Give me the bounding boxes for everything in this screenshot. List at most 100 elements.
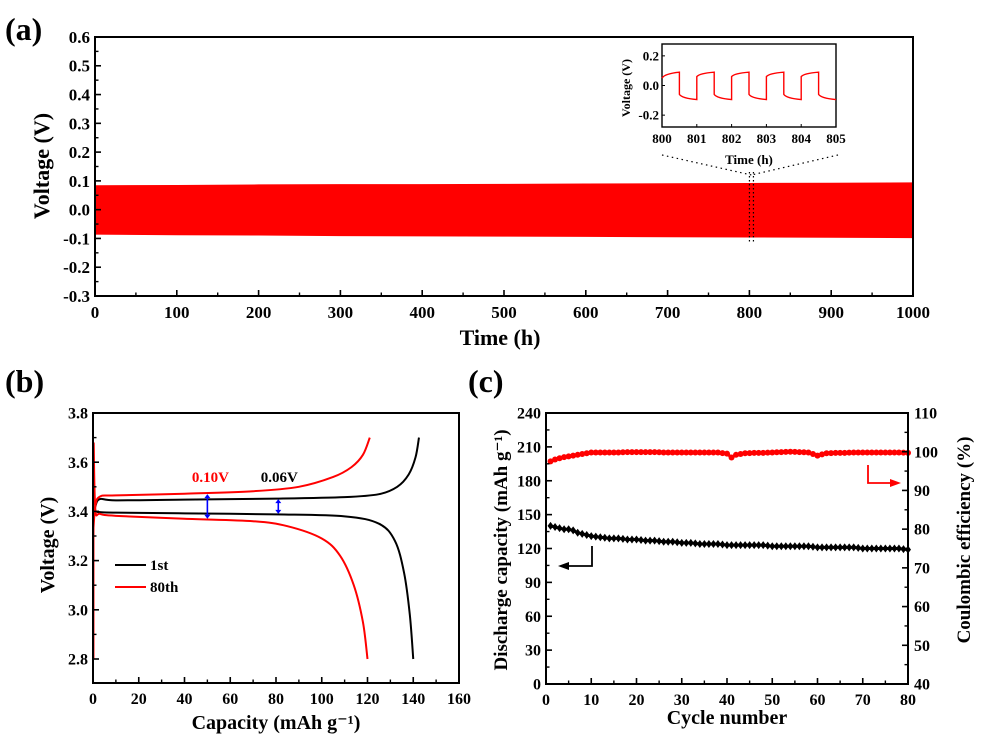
curve-80th-charge	[92, 437, 371, 537]
panel-c: (c) 0 10 20 30 40 50 60 70 80 0 30 60 90 120 150 180 210…	[468, 363, 975, 729]
capacity-marker	[886, 544, 893, 553]
y-axis-label-a: Voltage (V)	[29, 113, 54, 219]
efficiency-marker	[606, 449, 613, 456]
capacity-marker	[796, 542, 803, 551]
capacity-marker	[837, 543, 844, 552]
b-x-tick-label: 0	[89, 691, 97, 708]
efficiency-marker	[633, 449, 640, 456]
capacity-marker	[728, 541, 735, 550]
curve-1st-charge	[92, 437, 420, 517]
capacity-marker	[565, 525, 572, 534]
efficiency-marker	[855, 449, 862, 456]
y-axis-label-b: Voltage (V)	[37, 497, 59, 593]
a-y-tick-label: 0.6	[69, 28, 90, 47]
c-y-tick-label: 60	[525, 609, 541, 626]
efficiency-marker	[746, 450, 753, 457]
efficiency-marker	[674, 449, 681, 456]
capacity-marker	[669, 537, 676, 546]
gap-arrow-head-down-1	[275, 509, 282, 514]
capacity-marker	[760, 541, 767, 550]
efficiency-marker	[588, 449, 595, 456]
panel-label-c: (c)	[468, 363, 504, 399]
capacity-marker	[601, 533, 608, 542]
efficiency-marker	[583, 450, 590, 457]
efficiency-marker	[556, 455, 563, 462]
x-axis-label-a: Time (h)	[460, 325, 541, 350]
inset-x-tick-label: 800	[652, 131, 672, 146]
efficiency-marker	[619, 449, 626, 456]
panel-b: (b) 0 20 40 60 80 100 120 140 160 2.8 3.0 3.2 3.4 3.6…	[5, 363, 471, 734]
efficiency-marker	[701, 449, 708, 456]
efficiency-marker	[728, 454, 735, 461]
b-x-tick-label: 160	[447, 691, 471, 708]
efficiency-marker	[796, 449, 803, 456]
efficiency-marker	[773, 449, 780, 456]
inset-x-tick-label: 805	[826, 131, 846, 146]
a-y-tick-label: 0.2	[69, 143, 90, 162]
efficiency-marker	[868, 449, 875, 456]
efficiency-marker	[660, 449, 667, 456]
right-axis-indicator-line	[867, 465, 893, 484]
c-right-y-tick-label: 70	[914, 560, 930, 577]
capacity-marker	[859, 544, 866, 553]
capacity-marker	[855, 543, 862, 552]
inset-y-tick-label: -0.2	[638, 108, 659, 123]
efficiency-marker	[592, 449, 599, 456]
efficiency-marker	[800, 449, 807, 456]
c-x-tick-label: 40	[719, 692, 735, 709]
inset-x-tick-label: 803	[757, 131, 777, 146]
c-right-y-tick-label: 40	[914, 677, 930, 694]
efficiency-marker	[565, 453, 572, 460]
capacity-marker	[552, 523, 559, 532]
capacity-marker	[633, 535, 640, 544]
left-axis-arrow-icon	[558, 562, 569, 570]
c-x-tick-label: 70	[855, 692, 871, 709]
efficiency-marker	[724, 450, 730, 457]
curve-1st-discharge	[92, 510, 415, 660]
c-x-tick-label: 20	[629, 692, 645, 709]
efficiency-marker	[864, 449, 871, 456]
capacity-marker	[733, 541, 740, 550]
a-x-tick-label: 600	[573, 303, 599, 322]
capacity-marker	[737, 541, 744, 550]
capacity-marker	[819, 543, 826, 552]
efficiency-marker	[692, 449, 699, 456]
gap-arrow-head-up-1	[275, 499, 282, 504]
capacity-marker	[814, 543, 821, 552]
capacity-marker	[574, 528, 581, 537]
a-x-tick-label: 0	[91, 303, 100, 322]
capacity-marker	[624, 535, 631, 544]
capacity-marker	[570, 526, 577, 535]
capacity-marker	[891, 544, 898, 553]
b-x-tick-label: 80	[268, 691, 284, 708]
capacity-marker	[665, 537, 672, 546]
x-axis-label-c: Cycle number	[667, 707, 788, 729]
capacity-marker	[687, 538, 694, 547]
capacity-marker	[764, 541, 771, 550]
capacity-marker	[791, 542, 798, 551]
efficiency-marker	[552, 456, 559, 463]
a-y-tick-label: 0.0	[69, 201, 90, 220]
efficiency-marker	[665, 449, 672, 456]
capacity-marker	[547, 521, 554, 530]
capacity-marker	[828, 543, 835, 552]
efficiency-marker	[656, 449, 663, 456]
efficiency-marker	[805, 449, 812, 456]
capacity-marker	[850, 543, 857, 552]
a-x-tick-label: 200	[246, 303, 272, 322]
a-y-tick-label: -0.1	[63, 229, 90, 248]
efficiency-marker	[769, 449, 776, 456]
legend-label-1st: 1st	[150, 558, 168, 574]
b-y-tick-label: 3.6	[68, 455, 88, 472]
c-right-y-tick-label: 50	[914, 638, 930, 655]
capacity-marker	[755, 541, 762, 550]
gap-arrow-head-up-0	[204, 494, 211, 499]
capacity-marker	[809, 542, 816, 551]
capacity-marker	[800, 542, 807, 551]
capacity-marker	[696, 539, 703, 548]
efficiency-marker	[624, 449, 631, 456]
efficiency-marker	[647, 449, 654, 456]
capacity-marker	[782, 542, 789, 551]
c-x-tick-label: 30	[674, 692, 690, 709]
